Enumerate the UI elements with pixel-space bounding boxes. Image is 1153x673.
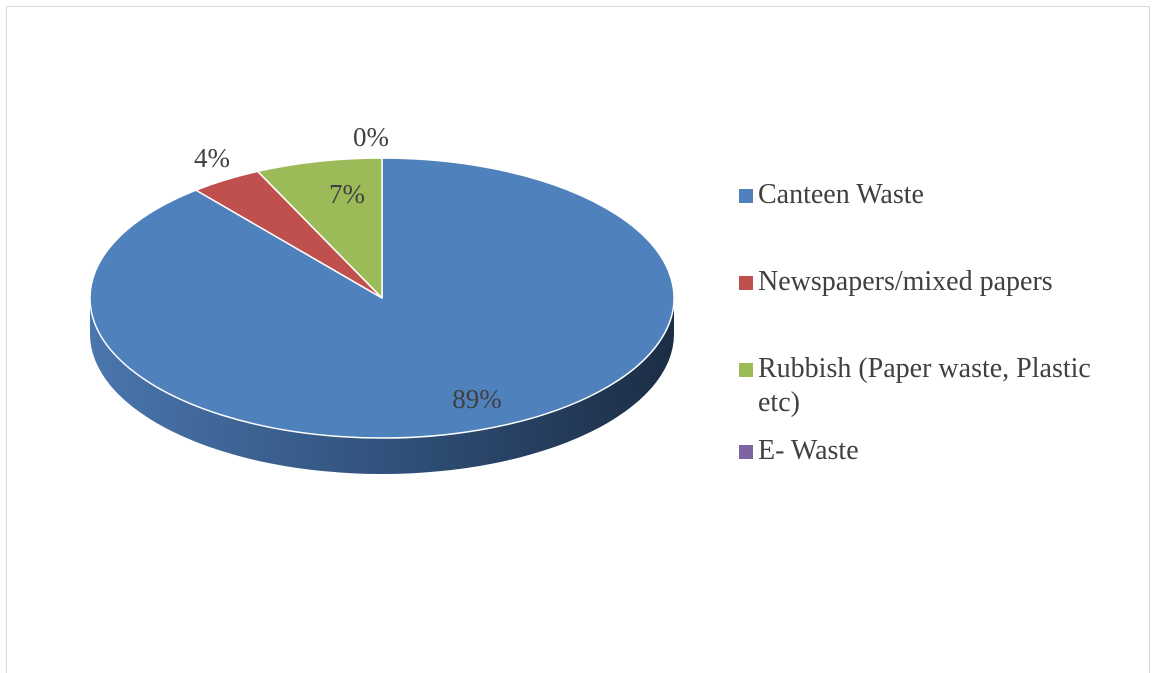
- data-label-0: 89%: [452, 384, 502, 414]
- legend-label: Canteen Waste: [758, 179, 924, 210]
- pie-slice-0: [89, 157, 675, 439]
- legend-item: E- Waste: [739, 434, 1108, 468]
- legend-item: Newspapers/mixed papers: [739, 265, 1108, 299]
- data-label-2: 7%: [329, 179, 365, 209]
- pie-slice-2: [256, 157, 383, 299]
- legend-label: E- Waste: [758, 435, 859, 466]
- legend-item: Canteen Waste: [739, 178, 1108, 212]
- data-label-3: 0%: [353, 122, 389, 152]
- chart-frame: [6, 6, 1150, 673]
- pie-side-group: [90, 298, 674, 474]
- data-label-1: 4%: [194, 143, 230, 173]
- legend-swatch: [739, 276, 753, 290]
- legend-item: Rubbish (Paper waste, Plastic etc): [739, 352, 1108, 420]
- legend-swatch: [739, 445, 753, 459]
- pie-side-0: [90, 298, 674, 474]
- legend-label: Newspapers/mixed papers: [758, 266, 1053, 297]
- pie-top-group: [89, 157, 675, 439]
- legend-swatch: [739, 189, 753, 203]
- legend-swatch: [739, 363, 753, 377]
- pie-labels-group: 89% 4% 7% 0%: [194, 122, 502, 414]
- legend-label: Rubbish (Paper waste, Plastic etc): [758, 353, 1091, 418]
